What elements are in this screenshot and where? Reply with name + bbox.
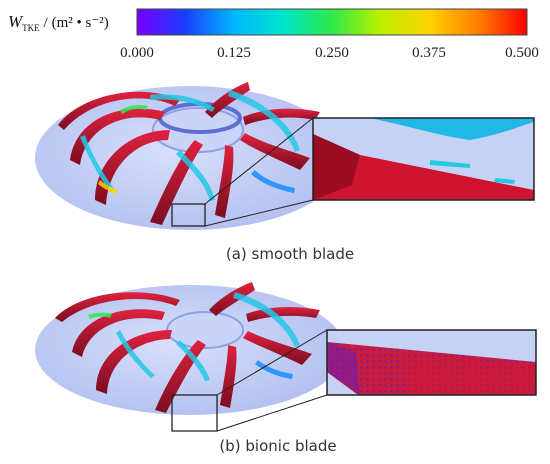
blade	[70, 108, 165, 165]
zoom-marker-a	[171, 203, 206, 227]
zoom-line-a-1	[204, 117, 314, 205]
zoom-line-a-2	[204, 199, 314, 227]
blade	[58, 91, 180, 130]
colorbar-tick-1: 0.125	[217, 45, 251, 61]
colorbar-tick-2: 0.250	[315, 45, 349, 61]
colorbar-gradient	[136, 8, 528, 36]
blade	[220, 345, 237, 408]
blade	[243, 108, 320, 125]
blade	[243, 331, 312, 365]
panel-a-impeller: (a) smooth blade	[35, 82, 535, 263]
colorbar-tick-4: 0.500	[505, 45, 539, 61]
blade	[209, 282, 255, 316]
vortex-structures-a	[80, 90, 300, 201]
caption-b: (b) bionic blade	[219, 437, 336, 455]
inset-b	[326, 329, 537, 396]
blade	[240, 133, 310, 170]
blade	[215, 145, 234, 218]
blade	[95, 130, 170, 205]
panel-b-impeller: (b) bionic blade	[35, 282, 537, 455]
inset-a	[312, 117, 535, 201]
blade	[72, 309, 165, 357]
blade	[96, 330, 172, 394]
inset-b-frame	[326, 329, 537, 396]
zoom-line-b-2	[216, 394, 328, 432]
vortex-structures-b	[88, 292, 300, 381]
zoom-line-b-1	[216, 329, 328, 396]
colorbar-tick-3: 0.375	[412, 45, 446, 61]
zoom-marker-b	[171, 394, 218, 432]
blade	[205, 82, 250, 118]
blade	[55, 292, 180, 322]
colorbar: WTKE / (m² • s⁻²) 0.000 0.125 0.250 0.375…	[8, 8, 539, 61]
impeller-hub	[166, 311, 244, 349]
inset-a-frame	[312, 117, 535, 201]
colorbar-label: WTKE / (m² • s⁻²)	[8, 12, 109, 33]
caption-a: (a) smooth blade	[226, 245, 354, 263]
colorbar-tick-0: 0.000	[120, 45, 154, 61]
